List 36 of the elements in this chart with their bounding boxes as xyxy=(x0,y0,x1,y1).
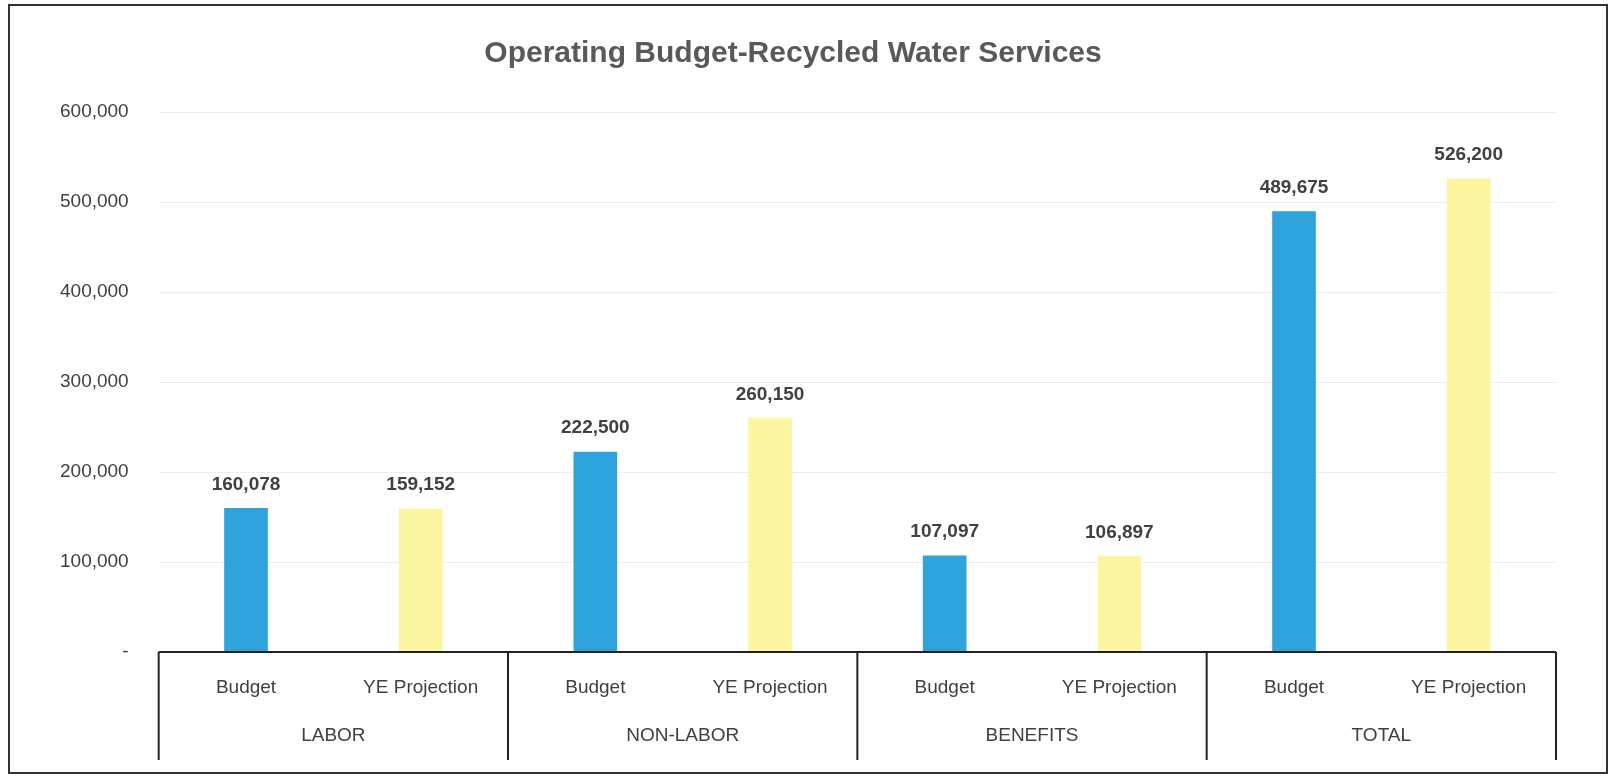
y-tick-label: - xyxy=(122,640,129,662)
bar xyxy=(748,417,792,652)
x-tick-label: TOTAL xyxy=(1351,724,1412,746)
data-label: 526,200 xyxy=(1434,143,1504,165)
data-label: 159,152 xyxy=(386,473,456,495)
bar xyxy=(922,555,967,652)
bar xyxy=(224,507,268,652)
x-tick-label: LABOR xyxy=(301,724,366,746)
data-label: 106,897 xyxy=(1084,520,1154,542)
x-tick-label: NON-LABOR xyxy=(626,724,740,746)
y-tick-label: 100,000 xyxy=(59,550,129,572)
y-tick-label: 500,000 xyxy=(59,190,129,212)
series-label: Budget xyxy=(215,676,277,698)
bar xyxy=(1272,211,1316,652)
data-label: 107,097 xyxy=(910,520,980,542)
data-label: 160,078 xyxy=(211,472,281,494)
y-tick-label: 200,000 xyxy=(59,460,129,482)
chart-title: Operating Budget-Recycled Water Services xyxy=(484,35,1102,69)
text: YE Projection xyxy=(712,676,828,698)
data-label: 260,150 xyxy=(735,382,805,404)
data-label: 222,500 xyxy=(561,416,630,438)
bar xyxy=(1097,555,1142,652)
series-label: YE Projection xyxy=(363,676,479,698)
y-tick-label: 300,000 xyxy=(59,370,129,392)
bar xyxy=(573,451,618,652)
y-tick-label: 400,000 xyxy=(59,280,129,302)
text: Budget xyxy=(1263,676,1325,698)
bar xyxy=(398,508,443,652)
text: YE Projection xyxy=(1411,676,1527,698)
text: Budget xyxy=(914,676,975,698)
y-tick-label: 600,000 xyxy=(59,100,129,122)
x-tick-label: BENEFITS xyxy=(985,724,1079,746)
text: YE Projection xyxy=(1061,676,1177,698)
data-label: 489,675 xyxy=(1259,176,1329,198)
bar xyxy=(1446,178,1491,652)
text: Budget xyxy=(565,676,626,698)
